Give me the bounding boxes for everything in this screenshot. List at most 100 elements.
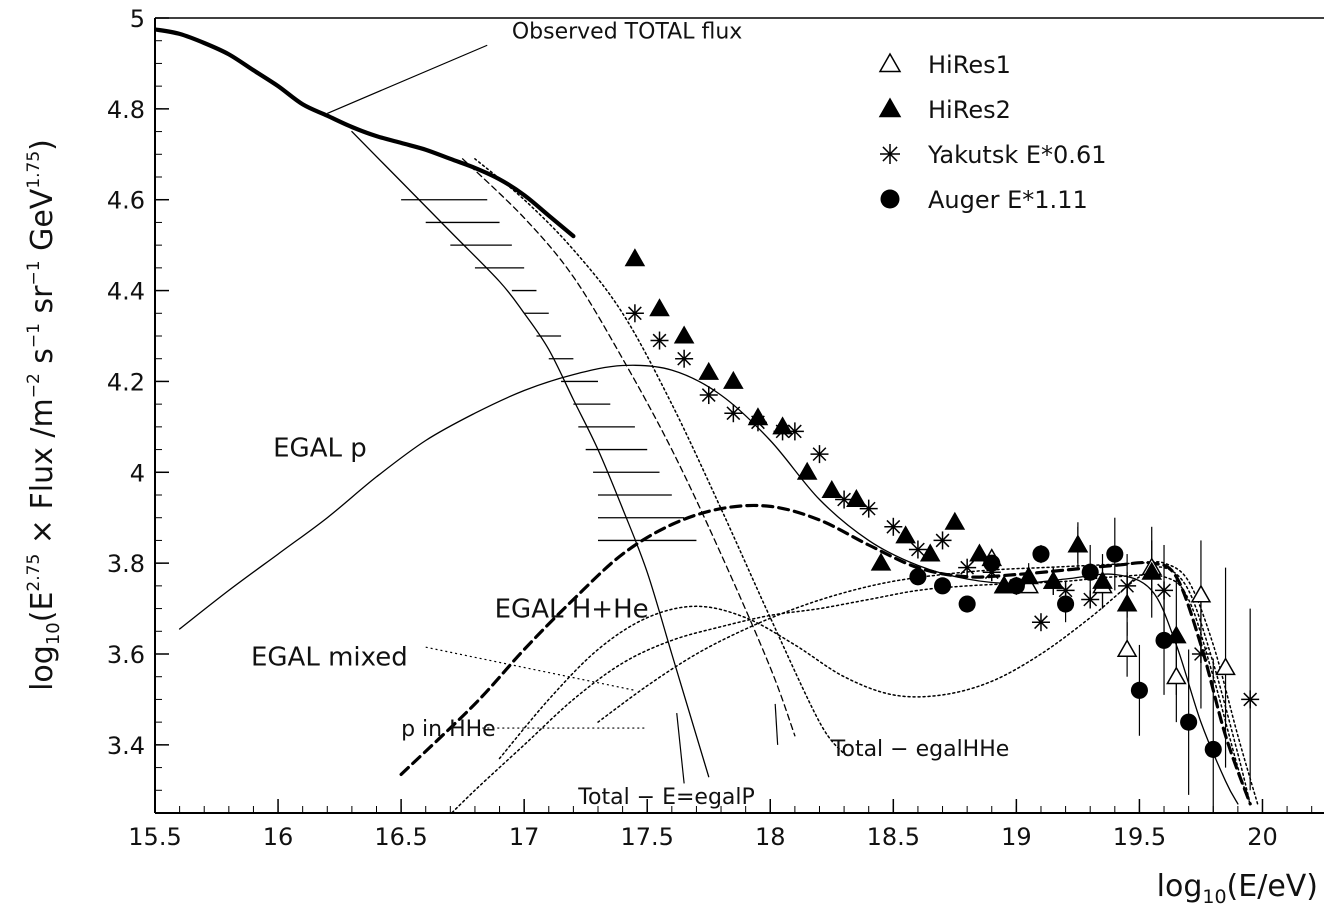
hires2-point <box>1116 593 1138 612</box>
hires2-point <box>772 416 793 435</box>
yakutsk-point <box>650 331 669 350</box>
hires2-point <box>1141 561 1163 580</box>
y-tick-label: 4.6 <box>107 187 145 215</box>
hires2-point <box>796 461 818 480</box>
hires2-point <box>1067 534 1089 553</box>
yakutsk-point <box>1118 576 1137 595</box>
y-tick-label: 3.6 <box>107 641 145 669</box>
asterisk-stroke <box>1034 615 1048 630</box>
y-axis-title: log10(E2.75 × Flux /m−2 s−1 sr−1 GeV1.75… <box>24 139 64 691</box>
hires2-point <box>919 543 941 562</box>
x-tick-label: 17.5 <box>620 823 673 851</box>
annotation-label: p in HHe <box>401 717 496 742</box>
hires2-point <box>723 370 744 389</box>
hires2-point <box>895 525 916 544</box>
legend-label: HiRes2 <box>928 96 1011 124</box>
curve-total-dotted <box>474 158 845 755</box>
auger-point <box>1032 545 1050 563</box>
hires1-point <box>1166 666 1187 685</box>
legend: HiRes1 HiRes2 Yakutsk E*0.61 Auger E*1.11 <box>878 51 1106 214</box>
hires2-point <box>698 361 720 380</box>
yakutsk-point <box>880 144 900 164</box>
yakutsk-point <box>625 304 644 323</box>
auger-point <box>1180 713 1198 731</box>
asterisk-stroke <box>628 306 642 321</box>
annotation-label: EGAL p <box>273 433 367 463</box>
asterisk-stroke <box>1058 583 1073 598</box>
asterisk-stroke <box>886 519 901 534</box>
auger-point <box>1155 631 1173 649</box>
yakutsk-point <box>810 445 829 464</box>
axes-ticks: 15.5 16 16.5 17 17.5 18 18.5 19 19.5 20 3.4 3.6 3.8 4… <box>107 5 1313 851</box>
yakutsk-point <box>933 531 952 550</box>
legend-label: Yakutsk E*0.61 <box>927 141 1106 169</box>
yakutsk-point <box>1191 645 1210 663</box>
hires2-point <box>1042 570 1064 589</box>
x-axis-title: log10(E/eV) <box>1157 869 1318 906</box>
yakutsk-point <box>1241 690 1260 709</box>
y-tick-label: 3.8 <box>107 550 145 578</box>
uncertainty-hatch-band <box>401 199 697 542</box>
auger-point <box>1204 740 1222 758</box>
hires1-point <box>1215 657 1236 676</box>
asterisk-stroke <box>812 447 827 462</box>
auger-point <box>1130 681 1148 699</box>
auger-point <box>909 568 927 586</box>
curve-total-e-egalp <box>351 130 710 778</box>
x-tick-label: 18.5 <box>867 823 920 851</box>
y-tick-label: 5 <box>130 5 145 33</box>
hires2-point <box>878 97 902 118</box>
y-tick-label: 3.4 <box>107 732 145 760</box>
annotation-leader <box>774 703 779 745</box>
asterisk-stroke <box>1243 692 1258 707</box>
asterisk-stroke <box>1120 578 1135 593</box>
hires2-point <box>649 298 670 317</box>
auger-point <box>983 554 1001 572</box>
x-tick-label: 19.5 <box>1113 823 1166 851</box>
hires2-point <box>969 543 990 562</box>
auger-point <box>933 577 952 595</box>
annotation-leaders <box>327 44 779 784</box>
yakutsk-point <box>1031 613 1050 632</box>
x-tick-label: 15.5 <box>128 823 181 851</box>
yakutsk-point <box>958 558 977 577</box>
x-tick-label: 17 <box>509 823 540 851</box>
curve-observed-total-flux <box>155 27 576 239</box>
curve-mixed-dotted <box>597 560 1259 805</box>
hires2-point <box>1092 570 1113 589</box>
auger-point <box>958 595 976 613</box>
asterisk-stroke <box>787 424 802 439</box>
yakutsk-point <box>884 517 903 536</box>
yakutsk-point <box>1155 581 1174 600</box>
auger-point <box>1007 577 1025 595</box>
curve-egal-mixed <box>498 566 1251 805</box>
asterisk-stroke <box>837 492 851 507</box>
y-tick-label: 4.4 <box>107 278 145 306</box>
yakutsk-point <box>675 349 694 368</box>
y-tick-label: 4.8 <box>107 96 145 124</box>
curve-annotations: Observed TOTAL flux EGAL p EGAL H+He EGAL m… <box>251 19 1009 809</box>
annotation-leader <box>425 646 636 691</box>
hires2-point <box>747 407 769 426</box>
asterisk-stroke <box>1083 592 1098 607</box>
auger-point <box>1057 595 1075 613</box>
hires1-point <box>878 52 902 73</box>
hires2-point <box>1018 566 1039 585</box>
auger-point <box>1081 563 1099 581</box>
asterisk-stroke <box>882 146 898 162</box>
annotation-label: Observed TOTAL flux <box>512 19 742 44</box>
yakutsk-point <box>908 540 927 559</box>
curve-total-egalhhe <box>461 158 796 737</box>
curve-egal-p <box>178 364 1239 805</box>
auger-point <box>880 189 900 209</box>
legend-label: HiRes1 <box>928 51 1011 79</box>
x-tick-label: 20 <box>1247 823 1278 851</box>
annotation-label: Total − egalHHe <box>831 737 1010 762</box>
annotation-leader <box>676 712 685 784</box>
asterisk-stroke <box>652 333 667 348</box>
legend-label: Auger E*1.11 <box>928 186 1088 214</box>
annotation-label: EGAL mixed <box>251 642 408 672</box>
yakutsk-point <box>724 404 743 423</box>
hires2-point <box>821 479 843 498</box>
hires2-point <box>673 325 695 344</box>
